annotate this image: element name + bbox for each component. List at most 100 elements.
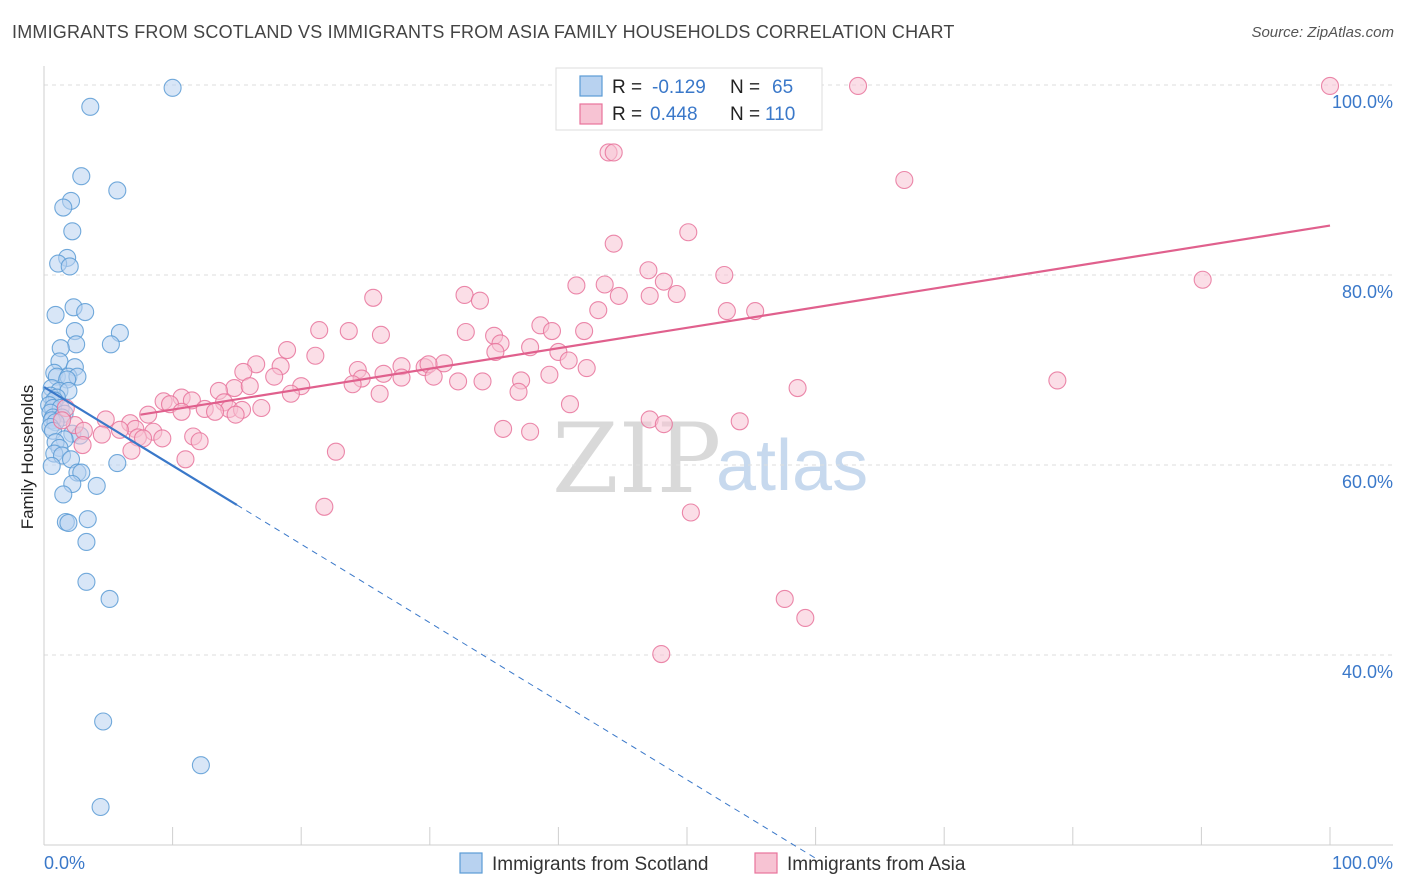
legend-r-label-scotland: R = [612, 77, 642, 98]
asia-point-54 [343, 375, 362, 394]
bottom-legend-label-scotland: Immigrants from Scotland [492, 854, 708, 875]
asia-point-6 [639, 261, 658, 280]
asia-point-19 [640, 286, 659, 305]
trend-line-asia [140, 224, 1331, 416]
scotland-point-5 [54, 198, 73, 217]
watermark: ZIP atlas [552, 403, 868, 515]
trend-line-scotland-extension [236, 504, 816, 859]
scotland-point-50 [108, 454, 127, 473]
asia-point-90 [122, 441, 141, 460]
y-tick-label-2: 60.0% [1342, 472, 1393, 492]
asia-point-96 [521, 422, 540, 441]
scotland-point-12 [46, 305, 65, 324]
legend-r-value-asia: 0.448 [650, 104, 698, 125]
asia-point-17 [589, 301, 608, 320]
asia-point-7 [715, 265, 734, 285]
chart-title: IMMIGRANTS FROM SCOTLAND VS IMMIGRANTS F… [12, 22, 955, 42]
asia-point-43 [374, 364, 393, 383]
trend-lines [43, 224, 1331, 859]
asia-point-26 [575, 321, 594, 341]
asia-point-4 [679, 223, 698, 242]
asia-point-94 [654, 415, 673, 434]
asia-point-1 [1320, 76, 1340, 95]
asia-point-106 [560, 395, 580, 414]
asia-point-12 [609, 286, 628, 305]
asia-point-99 [775, 589, 794, 609]
scotland-point-56 [54, 485, 73, 504]
scotland-point-16 [101, 335, 120, 354]
asia-point-28 [542, 321, 562, 341]
legend-r-label-asia: R = [612, 104, 642, 125]
scotland-point-62 [100, 589, 119, 609]
y-tick-labels: 100.0% 80.0% 60.0% 40.0% [1332, 92, 1393, 682]
scotland-point-0 [163, 78, 182, 97]
series-immigrants-from-asia [52, 76, 1340, 664]
asia-point-37 [559, 351, 578, 370]
watermark-zip: ZIP [552, 403, 721, 515]
asia-point-13 [667, 284, 686, 304]
scotland-point-51 [42, 456, 61, 476]
asia-point-105 [577, 359, 596, 378]
legend-n-value-asia: 110 [765, 104, 795, 125]
bottom-legend-label-asia: Immigrants from Asia [787, 854, 966, 875]
scotland-point-61 [77, 572, 96, 591]
asia-point-101 [652, 644, 671, 664]
bottom-legend: Immigrants from Scotland Immigrants from… [459, 852, 966, 875]
asia-point-30 [278, 340, 297, 360]
legend-n-label-scotland: N = [730, 77, 760, 98]
legend-box: R = -0.129 N = 65 R = 0.448 N = 110 [555, 67, 823, 131]
y-tick-label-0: 100.0% [1332, 92, 1393, 112]
asia-point-51 [225, 378, 244, 398]
trend-line-scotland [43, 386, 238, 506]
y-tick-label-1: 80.0% [1342, 282, 1393, 302]
source-label: Source: ZipAtlas.com [1251, 24, 1394, 41]
asia-point-69 [252, 398, 271, 418]
legend-swatch-scotland [579, 75, 603, 97]
scotland-point-65 [91, 797, 110, 817]
scotland-point-59 [59, 513, 78, 533]
y-axis-title: Family Households [18, 385, 37, 530]
bottom-legend-swatch-asia [754, 852, 778, 874]
x-tick-label-left: 0.0% [44, 853, 85, 873]
asia-point-103 [1048, 371, 1067, 390]
asia-point-15 [455, 285, 474, 305]
asia-point-9 [1193, 270, 1212, 289]
asia-point-78 [110, 420, 129, 439]
asia-point-49 [473, 372, 492, 391]
asia-point-71 [139, 405, 158, 424]
asia-point-92 [176, 450, 195, 469]
asia-point-89 [73, 435, 92, 455]
asia-point-73 [205, 402, 225, 421]
y-tick-label-3: 40.0% [1342, 662, 1393, 682]
asia-point-47 [449, 372, 468, 391]
asia-point-95 [494, 419, 513, 438]
legend-r-value-scotland: -0.129 [652, 77, 706, 98]
asia-point-8 [654, 272, 673, 291]
asia-point-102 [788, 378, 807, 398]
asia-point-98 [315, 497, 334, 516]
asia-point-11 [595, 275, 614, 294]
asia-point-10 [567, 276, 586, 295]
asia-point-20 [310, 321, 329, 340]
scotland-point-6 [63, 222, 82, 241]
asia-point-55 [281, 384, 300, 403]
legend-n-label-asia: N = [730, 104, 760, 125]
legend-n-value-scotland: 65 [772, 77, 793, 98]
asia-point-57 [509, 382, 528, 401]
asia-point-42 [306, 346, 325, 365]
asia-point-16 [470, 291, 490, 310]
asia-point-35 [486, 342, 505, 362]
scotland-point-64 [191, 756, 210, 775]
asia-point-82 [92, 425, 111, 444]
asia-point-70 [172, 402, 191, 421]
scotland-point-9 [60, 257, 79, 276]
scotland-point-55 [87, 476, 106, 495]
asia-point-74 [226, 405, 245, 424]
x-tick-label-right: 100.0% [1332, 853, 1393, 873]
asia-point-62 [182, 391, 201, 410]
asia-point-87 [153, 429, 172, 448]
axes [43, 66, 1393, 846]
asia-point-100 [796, 608, 815, 628]
asia-point-91 [326, 442, 345, 461]
